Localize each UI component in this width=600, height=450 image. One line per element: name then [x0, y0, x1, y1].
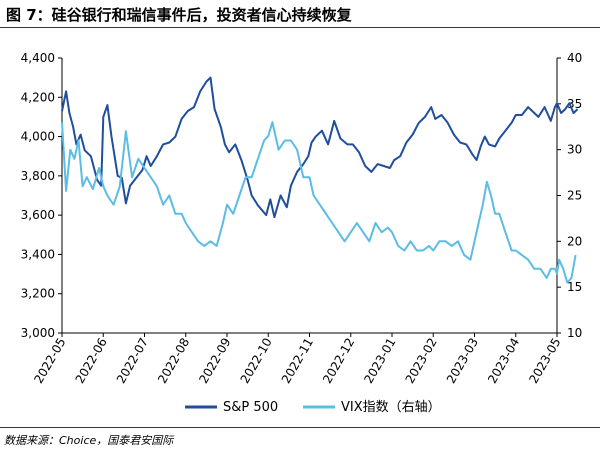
- chart: 3,000 3,200 3,400 3,600 3,800 4,000 4,200 4,400…: [21, 51, 583, 415]
- vix-series-line: [61, 121, 577, 284]
- source-divider: [0, 427, 600, 428]
- left-tick-label: 3,600: [21, 208, 55, 222]
- x-tick-label: 2022-08: [155, 336, 192, 386]
- source-note: 数据来源：Choice，国泰君安国际: [4, 434, 174, 447]
- x-tick-label: 2023-01: [361, 336, 398, 386]
- legend-vix-label: VIX指数（右轴）: [341, 400, 441, 415]
- left-tick-label: 3,400: [21, 247, 55, 261]
- x-axis: 2022-05 2022-06 2022-07 2022-08 2022-09 2022-…: [31, 332, 564, 386]
- left-tick-label: 4,400: [21, 51, 55, 65]
- legend: S&P 500 VIX指数（右轴）: [185, 400, 441, 415]
- left-tick-label: 4,200: [21, 90, 55, 104]
- x-tick-label: 2022-12: [320, 336, 357, 386]
- title-divider: [0, 27, 600, 28]
- x-tick-label: 2023-04: [485, 336, 522, 386]
- legend-sp500-label: S&P 500: [223, 400, 278, 415]
- right-tick-label: 20: [567, 234, 582, 248]
- plot-area: [61, 76, 579, 284]
- x-tick-label: 2022-05: [31, 336, 68, 386]
- left-tick-label: 4,000: [21, 130, 55, 144]
- x-tick-label: 2022-09: [196, 336, 233, 386]
- right-tick-label: 25: [567, 189, 582, 203]
- left-tick-label: 3,800: [21, 169, 55, 183]
- x-tick-label: 2023-05: [526, 336, 563, 386]
- right-tick-label: 30: [567, 143, 582, 157]
- x-tick-label: 2023-03: [444, 336, 481, 386]
- left-tick-label: 3,200: [21, 287, 55, 301]
- right-tick-label: 15: [567, 280, 582, 294]
- figure-title: 图 7：硅谷银行和瑞信事件后，投资者信心持续恢复: [6, 6, 352, 24]
- right-tick-label: 10: [567, 326, 582, 340]
- right-tick-label: 40: [567, 51, 582, 65]
- sp500-series-line: [61, 76, 579, 219]
- left-tick-label: 3,000: [21, 326, 55, 340]
- x-tick-label: 2023-02: [403, 336, 440, 386]
- x-tick-label: 2022-07: [114, 336, 151, 386]
- x-tick-label: 2022-06: [73, 336, 110, 386]
- left-y-axis: 3,000 3,200 3,400 3,600 3,800 4,000 4,200 4,400: [21, 51, 63, 340]
- x-tick-label: 2022-10: [238, 336, 275, 386]
- x-tick-label: 2022-11: [279, 336, 316, 386]
